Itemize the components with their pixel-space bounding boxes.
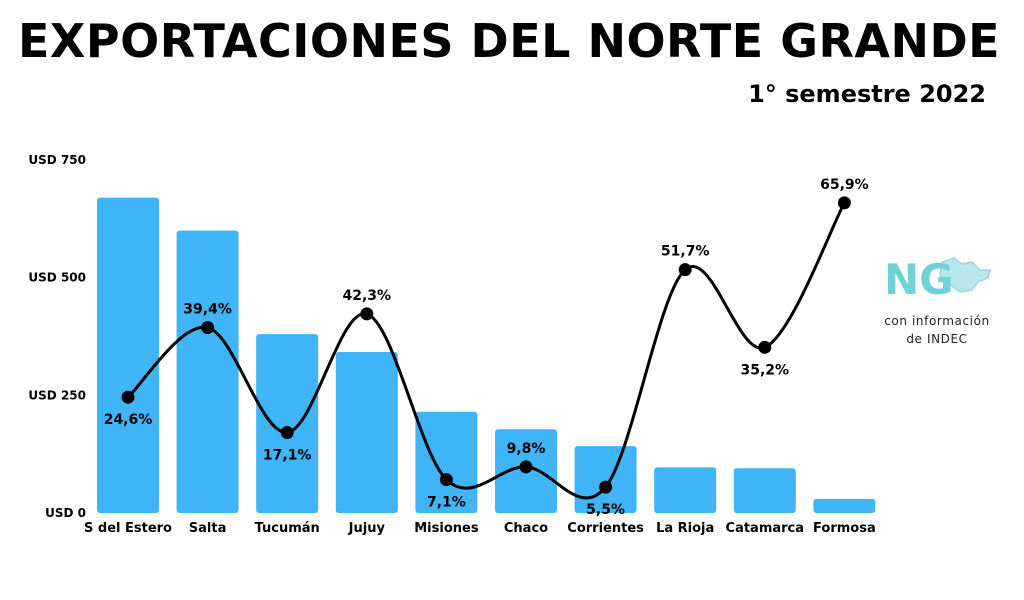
bar bbox=[733, 468, 796, 513]
x-tick-label: S del Estero bbox=[84, 521, 172, 536]
line-point bbox=[599, 480, 613, 494]
data-label: 42,3% bbox=[343, 288, 392, 304]
line-point bbox=[280, 426, 294, 440]
y-axis: USD 0 USD 250 USD 500 USD 750 bbox=[28, 153, 86, 520]
x-tick-label: Corrientes bbox=[567, 521, 644, 536]
x-tick-label: Salta bbox=[189, 521, 227, 536]
chart-title: EXPORTACIONES DEL NORTE GRANDE bbox=[18, 14, 1001, 68]
data-label: 9,8% bbox=[507, 441, 546, 457]
data-label: 39,4% bbox=[183, 302, 232, 318]
bar bbox=[335, 352, 398, 513]
y-tick-label: USD 0 bbox=[45, 506, 86, 520]
data-label: 35,2% bbox=[741, 362, 790, 378]
line-point bbox=[837, 196, 851, 210]
line-point bbox=[678, 263, 692, 277]
bar bbox=[176, 230, 239, 513]
line-point bbox=[360, 307, 374, 321]
data-label: 65,9% bbox=[820, 177, 869, 193]
bar bbox=[97, 197, 159, 514]
data-label: 51,7% bbox=[661, 244, 710, 260]
line-point bbox=[519, 460, 533, 474]
source-line-2: de INDEC bbox=[906, 332, 968, 346]
y-tick-label: USD 500 bbox=[28, 271, 86, 285]
map-shape bbox=[939, 257, 991, 293]
x-tick-label: Catamarca bbox=[726, 521, 805, 536]
y-tick-label: USD 750 bbox=[28, 153, 86, 167]
bar bbox=[654, 467, 717, 513]
data-label: 24,6% bbox=[104, 412, 153, 428]
line-point bbox=[121, 390, 135, 404]
bar bbox=[813, 498, 876, 513]
data-label: 17,1% bbox=[263, 448, 312, 464]
logo-text: NG bbox=[884, 255, 954, 302]
x-axis: S del Estero Salta Tucumán Jujuy Misiones Cha… bbox=[84, 521, 876, 536]
growth-line bbox=[126, 202, 846, 500]
x-tick-label: Formosa bbox=[813, 521, 876, 536]
line-point bbox=[439, 473, 453, 487]
line-series: 24,6% 39,4% 17,1% 42,3% 7,1% 9,8% 5,5% 51,7% 35,… bbox=[104, 177, 869, 518]
line-point bbox=[758, 340, 772, 354]
x-tick-label: Misiones bbox=[414, 521, 479, 536]
x-tick-label: Jujuy bbox=[348, 521, 386, 536]
x-tick-label: Chaco bbox=[504, 521, 548, 536]
ng-logo-map-icon: NG bbox=[884, 255, 991, 302]
y-tick-label: USD 250 bbox=[28, 388, 86, 402]
x-tick-label: Tucumán bbox=[255, 521, 320, 536]
x-tick-label: La Rioja bbox=[656, 521, 714, 536]
chart-subtitle: 1° semestre 2022 bbox=[748, 80, 986, 108]
data-label: 7,1% bbox=[427, 495, 466, 511]
source-line-1: con información bbox=[884, 314, 990, 328]
line-point bbox=[201, 321, 215, 335]
bars-group bbox=[97, 197, 876, 514]
data-label: 5,5% bbox=[586, 502, 625, 518]
bar bbox=[256, 334, 319, 513]
source-note: con información de INDEC bbox=[872, 312, 1002, 348]
